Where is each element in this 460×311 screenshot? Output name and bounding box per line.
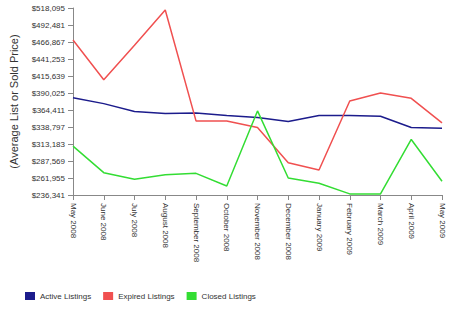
svg-text:July 2008: July 2008 [130, 203, 139, 238]
svg-text:December 2008: December 2008 [284, 203, 293, 260]
svg-text:March 2009: March 2009 [376, 203, 385, 246]
svg-text:$236,341: $236,341 [32, 191, 66, 200]
svg-text:$364,411: $364,411 [32, 106, 65, 115]
svg-text:$313,183: $313,183 [32, 140, 66, 149]
svg-text:(Average List or Sold Price): (Average List or Sold Price) [8, 34, 20, 168]
svg-text:Active Listings: Active Listings [40, 292, 91, 301]
svg-text:October 2008: October 2008 [222, 203, 231, 252]
svg-text:August 2008: August 2008 [161, 203, 170, 248]
svg-text:$338,797: $338,797 [32, 123, 66, 132]
svg-text:April 2009: April 2009 [407, 203, 416, 240]
svg-text:$441,253: $441,253 [32, 55, 66, 64]
svg-text:$287,569: $287,569 [32, 157, 66, 166]
svg-text:Expired Listings: Expired Listings [118, 292, 174, 301]
svg-text:$466,867: $466,867 [32, 38, 66, 47]
svg-text:June 2008: June 2008 [99, 203, 108, 241]
svg-text:$261,955: $261,955 [32, 174, 66, 183]
svg-text:September 2008: September 2008 [192, 203, 201, 263]
svg-text:February 2009: February 2009 [345, 203, 354, 256]
svg-text:$518,095: $518,095 [32, 4, 66, 13]
svg-text:May 2009: May 2009 [438, 203, 447, 239]
svg-text:November 2008: November 2008 [253, 203, 262, 260]
svg-text:$492,481: $492,481 [32, 21, 66, 30]
svg-text:May 2008: May 2008 [69, 203, 78, 239]
svg-text:$415,639: $415,639 [32, 72, 66, 81]
svg-text:January 2009: January 2009 [315, 203, 324, 252]
svg-text:$390,025: $390,025 [32, 89, 66, 98]
svg-text:Closed Listings: Closed Listings [202, 292, 256, 301]
